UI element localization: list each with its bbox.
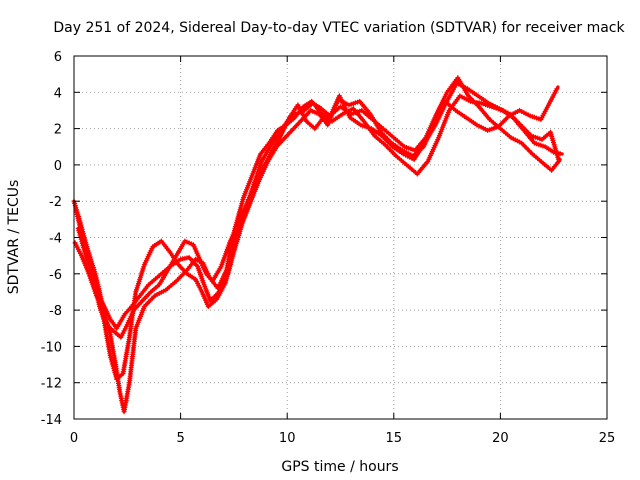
chart-title: Day 251 of 2024, Sidereal Day-to-day VTE…: [53, 20, 625, 36]
series-track-4: [72, 80, 561, 415]
y-tick-label: -10: [41, 340, 62, 355]
y-axis-title: SDTVAR / TECUs: [6, 180, 22, 295]
x-tick-label: 25: [599, 431, 616, 446]
series-track-2: [73, 85, 560, 382]
x-tick-label: 20: [492, 431, 509, 446]
y-tick-label: -4: [49, 232, 62, 247]
x-tick-label: 10: [279, 431, 296, 446]
x-tick-label: 15: [386, 431, 403, 446]
grid-lines: [74, 56, 607, 419]
axis-ticks: 0 5 10 15 20 25 -14 -12 -10 -8 -6 -4 -2 0 2 4 6: [41, 50, 616, 446]
y-tick-label: 2: [54, 123, 62, 138]
y-tick-label: 4: [54, 86, 62, 101]
series-markers: [72, 80, 561, 415]
y-tick-label: 6: [54, 50, 62, 65]
x-tick-label: 5: [176, 431, 184, 446]
y-tick-label: -14: [41, 413, 62, 428]
x-tick-label: 0: [70, 431, 78, 446]
series-line: [73, 81, 561, 414]
y-tick-label: -12: [41, 377, 62, 392]
y-tick-label: -6: [49, 268, 62, 283]
x-axis-title: GPS time / hours: [281, 459, 398, 475]
y-tick-label: 0: [54, 159, 62, 174]
series-markers: [73, 86, 560, 382]
y-tick-label: -8: [49, 304, 62, 319]
data-series: [71, 75, 564, 415]
y-tick-label: -2: [49, 195, 62, 210]
plot-frame: [73, 55, 608, 420]
